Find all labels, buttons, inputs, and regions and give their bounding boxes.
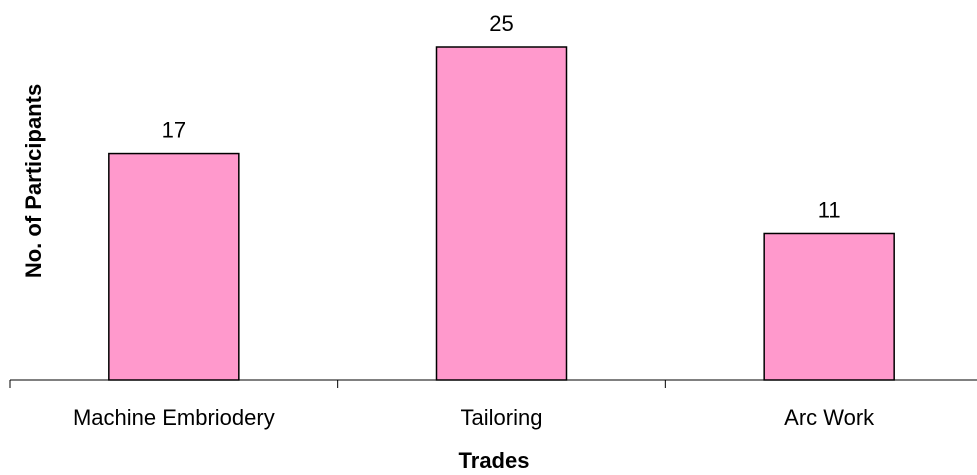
category-label-tailoring: Tailoring [461, 405, 543, 430]
category-label-arc-work: Arc Work [784, 405, 875, 430]
bar-tailoring [435, 46, 568, 381]
category-labels: Machine Embriodery Tailoring Arc Work [73, 405, 875, 430]
bar-machine-embriodery [108, 152, 240, 381]
category-label-machine-embriodery: Machine Embriodery [73, 405, 275, 430]
data-label-machine-embriodery: 17 [162, 118, 186, 143]
data-label-tailoring: 25 [489, 11, 513, 36]
data-labels: 17 25 11 [162, 11, 841, 222]
y-axis-title: No. of Participants [21, 84, 46, 278]
bars [108, 46, 895, 381]
x-axis-title: Trades [459, 448, 530, 473]
data-label-arc-work: 11 [818, 197, 841, 222]
x-axis-ticks [9, 380, 666, 388]
bar-arc-work [763, 232, 895, 381]
